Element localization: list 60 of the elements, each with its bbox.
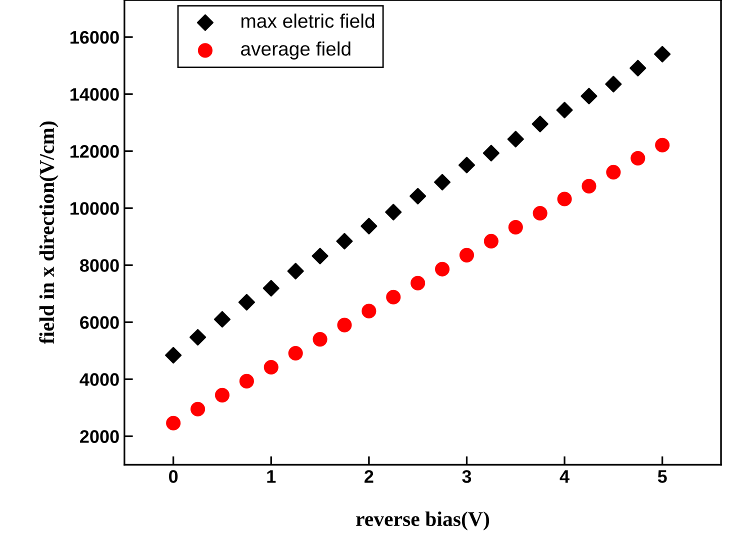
point	[458, 156, 476, 174]
y-tick-label: 2000	[80, 430, 119, 443]
x-tick-label: 5	[658, 470, 667, 483]
point	[630, 150, 646, 166]
y-axis-title: field in x direction(V/cm)	[39, 122, 58, 344]
y-tick-label: 10000	[70, 202, 119, 215]
point	[239, 374, 254, 388]
point	[262, 280, 280, 297]
point	[606, 164, 621, 180]
point	[582, 178, 596, 194]
point	[189, 329, 206, 346]
y-tick-label: 4000	[80, 373, 119, 386]
x-tick-label: 0	[169, 470, 178, 483]
point	[435, 262, 450, 276]
x-tick-label: 2	[364, 470, 374, 483]
point	[482, 144, 500, 162]
point	[264, 360, 278, 375]
point	[386, 290, 401, 304]
point	[556, 102, 573, 118]
point	[532, 206, 548, 221]
point	[166, 416, 181, 430]
point	[630, 60, 646, 76]
y-tick-label: 16000	[70, 31, 119, 44]
point	[655, 138, 670, 152]
point	[580, 88, 598, 104]
legend-label: max eletric field	[242, 14, 374, 28]
point	[312, 248, 328, 264]
y-tick-label: 6000	[80, 316, 119, 329]
point	[214, 388, 230, 402]
point	[410, 188, 426, 204]
point	[605, 76, 622, 92]
point	[557, 192, 572, 206]
point	[360, 218, 378, 234]
y-tick-label: 12000	[70, 145, 119, 158]
point	[238, 294, 255, 311]
x-tick-label: 3	[462, 470, 472, 483]
point	[165, 346, 182, 364]
point	[312, 332, 328, 347]
point	[508, 220, 523, 235]
legend-label: average field	[241, 41, 350, 60]
point	[459, 248, 474, 262]
point	[410, 276, 426, 290]
x-axis-title: reverse bias(V)	[356, 511, 490, 530]
point	[362, 304, 376, 318]
x-tick-label: 4	[560, 470, 570, 483]
y-tick-label: 8000	[80, 259, 119, 272]
point	[507, 130, 524, 148]
point	[654, 46, 671, 62]
point	[337, 318, 352, 332]
point	[532, 116, 548, 132]
point	[434, 174, 451, 190]
point	[288, 346, 303, 361]
point	[336, 232, 353, 250]
x-tick-label: 1	[267, 470, 276, 483]
point	[214, 311, 231, 328]
point	[287, 262, 304, 280]
y-tick-label: 14000	[70, 88, 119, 101]
point	[484, 234, 498, 248]
point	[385, 204, 402, 220]
point	[190, 402, 206, 416]
